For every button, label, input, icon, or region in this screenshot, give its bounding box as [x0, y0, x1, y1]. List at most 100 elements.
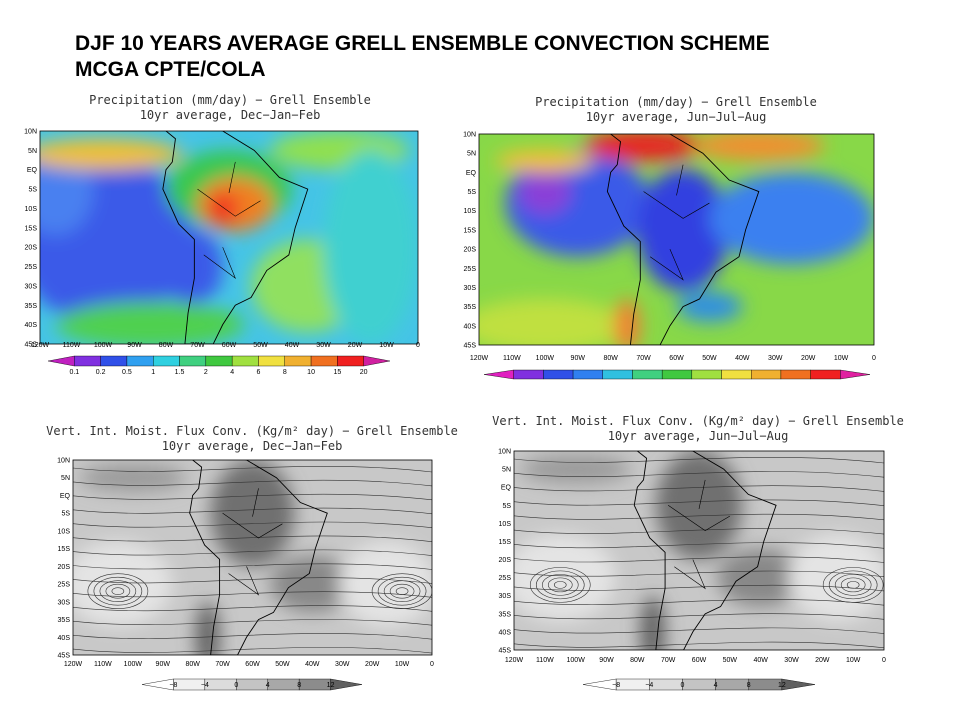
colorbar-end [840, 369, 871, 380]
shaded-area [40, 138, 182, 170]
lat-label: 20S [499, 557, 512, 564]
colorbar-label: 0.5 [122, 369, 132, 376]
lon-label: 20W [801, 355, 816, 362]
shaded-area [73, 541, 172, 627]
lon-label: 30W [335, 661, 350, 668]
map-panel: Vert. Int. Moist. Flux Conv. (Kg/m² day)… [46, 424, 458, 691]
colorbar-swatch [267, 678, 300, 691]
lon-label: 90W [599, 657, 614, 664]
vortex-line [828, 570, 878, 600]
colorbar-swatch [179, 355, 207, 367]
lat-label: 30S [499, 593, 512, 600]
streamline [73, 549, 432, 556]
lon-label: 110W [63, 342, 81, 349]
colorbar-end [483, 369, 514, 380]
vortex-line [846, 581, 860, 589]
shaded-area [78, 463, 187, 492]
vortex-line [389, 583, 415, 599]
colorbar-swatch [632, 369, 663, 380]
vortex-line [840, 577, 866, 593]
lat-label: 5S [28, 187, 37, 194]
colorbar-swatch [602, 369, 633, 380]
lon-label: 40W [305, 661, 320, 668]
lat-label: EQ [466, 170, 477, 177]
lat-label: EQ [27, 167, 38, 174]
lat-label: 30S [58, 599, 71, 606]
lon-label: 30W [316, 342, 331, 349]
colorbar-label: 4 [230, 369, 234, 376]
shaded-area [323, 150, 418, 344]
vortex-line [87, 573, 149, 609]
colorbar-label: 4 [714, 682, 718, 689]
colorbar-swatch [691, 369, 722, 380]
map-shading [514, 451, 884, 650]
panel-title: Vert. Int. Moist. Flux Conv. (Kg/m² day)… [492, 414, 904, 428]
lat-label: 45S [499, 648, 512, 655]
colorbar-label: 2 [204, 369, 208, 376]
shaded-area [339, 541, 432, 627]
vortex-line [834, 574, 872, 596]
lon-label: 20W [348, 342, 363, 349]
streamline [73, 605, 432, 612]
panel-subtitle: 10yr average, Jun−Jul−Aug [586, 110, 767, 124]
lon-label: 110W [94, 661, 112, 668]
map-frame [72, 459, 433, 656]
lat-label: 35S [25, 303, 38, 310]
lon-label: 90W [127, 342, 142, 349]
panel-subtitle: 10yr average, Dec−Jan−Feb [162, 439, 343, 453]
lat-label: 5S [467, 189, 476, 196]
streamline [514, 599, 884, 606]
shaded-area [210, 460, 295, 567]
shaded-area [55, 301, 245, 344]
shaded-area [655, 451, 743, 560]
colorbar-label: −4 [645, 682, 653, 689]
streamline [73, 535, 432, 542]
coastline [189, 460, 328, 655]
lon-label: 70W [661, 657, 676, 664]
lat-label: 45S [58, 653, 71, 660]
colorbar-label: 8 [297, 682, 301, 689]
panel-subtitle: 10yr average, Jun−Jul−Aug [608, 429, 789, 443]
colorbar-label: −8 [169, 682, 177, 689]
lat-label: 35S [58, 617, 71, 624]
colorbar-swatch [231, 355, 259, 367]
lat-label: 30S [464, 285, 477, 292]
streamline [514, 499, 884, 506]
vortex-line [105, 583, 131, 599]
lon-label: 90W [571, 355, 586, 362]
lon-label: 110W [536, 657, 554, 664]
lon-label: 100W [567, 657, 586, 664]
vortex-line [553, 581, 567, 589]
shaded-area [709, 172, 874, 265]
map-panel: Precipitation (mm/day) − Grell Ensemble1… [24, 93, 420, 376]
shaded-area [195, 601, 220, 655]
lat-label: 20S [58, 564, 71, 571]
lat-label: 35S [464, 304, 477, 311]
shaded-area [495, 149, 595, 173]
lon-label: 120W [470, 355, 489, 362]
map-shading [479, 134, 874, 345]
colorbar-swatch [236, 678, 268, 691]
colorbar-swatch [153, 355, 180, 367]
streamline [514, 584, 884, 592]
colorbar-label: 0 [680, 682, 684, 689]
shaded-area [270, 555, 355, 613]
colorbar-label: −8 [612, 682, 620, 689]
colorbar-label: 1 [151, 369, 155, 376]
streamline [73, 507, 432, 515]
lat-label: 10N [463, 132, 476, 139]
lat-label: 40S [499, 629, 512, 636]
map-field [479, 134, 874, 345]
lon-label: 60W [222, 342, 237, 349]
map-frame [513, 450, 885, 651]
streamline [514, 641, 884, 649]
colorbar-label: 1.5 [175, 369, 185, 376]
streamline [514, 528, 884, 535]
vortex-line [541, 574, 579, 596]
map-shading [40, 131, 418, 344]
lat-label: 15S [58, 546, 71, 553]
colorbar-end [781, 678, 816, 691]
lat-label: 30S [25, 283, 38, 290]
streamline [514, 542, 884, 549]
